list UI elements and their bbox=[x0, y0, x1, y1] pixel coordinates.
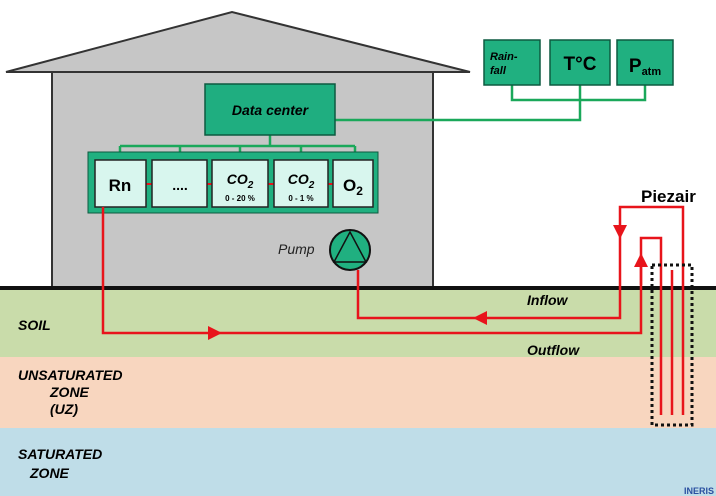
piezometer bbox=[650, 263, 694, 427]
sensor-sub: 2 bbox=[247, 180, 254, 191]
sensor-sub: 2 bbox=[356, 184, 363, 198]
weather-boxes bbox=[483, 39, 674, 86]
weather-sub: atm bbox=[642, 66, 662, 78]
data-center-label: Data center bbox=[232, 102, 310, 118]
pump-symbol bbox=[329, 229, 371, 271]
sensor-range: 0 - 1 % bbox=[288, 194, 313, 203]
sensor-label: CO2 bbox=[227, 171, 254, 191]
roof bbox=[5, 10, 471, 73]
unsaturated-zone bbox=[0, 357, 716, 428]
sensor-box bbox=[94, 159, 147, 208]
sensor-box bbox=[211, 159, 269, 208]
credit: INERIS bbox=[684, 486, 714, 496]
sensor-box bbox=[151, 159, 208, 208]
sensor-box bbox=[332, 159, 374, 208]
sensor-main: CO bbox=[227, 171, 248, 187]
zone-label: ZONE bbox=[29, 465, 70, 481]
sensor-range: 0 - 20 % bbox=[225, 194, 255, 203]
zone-label: SOIL bbox=[18, 317, 51, 333]
zone-label: ZONE bbox=[49, 384, 90, 400]
sensor-label: O2 bbox=[343, 176, 363, 198]
sensor-label: CO2 bbox=[288, 171, 315, 191]
zone-label: UNSATURATED bbox=[18, 367, 122, 383]
tubing bbox=[101, 205, 685, 415]
zone-label: (UZ) bbox=[50, 401, 78, 417]
data-center-box bbox=[204, 83, 336, 136]
inflow-label: Inflow bbox=[527, 292, 569, 308]
sensor-label: Rn bbox=[109, 176, 132, 195]
weather-label: T°C bbox=[564, 54, 597, 75]
pump-triangle bbox=[332, 230, 368, 263]
pump-label: Pump bbox=[278, 241, 315, 257]
sensor-box bbox=[273, 159, 329, 208]
outflow-label: Outflow bbox=[527, 342, 580, 358]
sensor-main: O bbox=[343, 176, 356, 195]
weather-label: fall bbox=[490, 65, 507, 77]
sensor-boxes bbox=[94, 159, 374, 208]
weather-label: Rain- bbox=[490, 51, 518, 63]
sensor-sub: 2 bbox=[308, 180, 315, 191]
sensor-main: CO bbox=[288, 171, 309, 187]
zone-label: SATURATED bbox=[18, 446, 102, 462]
piezair-label: Piezair bbox=[641, 187, 696, 206]
weather-label: Patm bbox=[629, 56, 661, 78]
saturated-zone bbox=[0, 428, 716, 496]
sensor-label: .... bbox=[172, 177, 188, 193]
weather-main: P bbox=[629, 56, 642, 77]
